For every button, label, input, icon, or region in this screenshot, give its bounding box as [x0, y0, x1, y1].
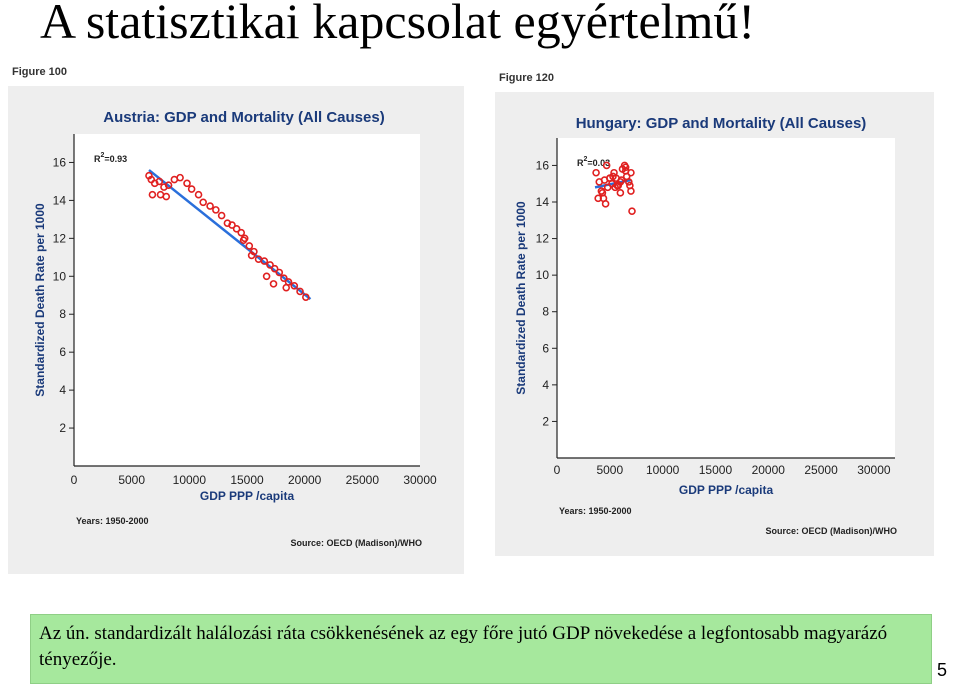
data-point — [217, 211, 226, 220]
plot-area — [557, 138, 895, 458]
data-point — [602, 161, 611, 170]
figure-label: Figure 120 — [499, 72, 555, 84]
data-point — [212, 206, 220, 214]
data-point — [592, 168, 600, 177]
y-tick-label: 4 — [542, 378, 549, 392]
data-point — [206, 202, 214, 210]
data-point — [282, 283, 291, 292]
data-point — [594, 194, 602, 203]
data-point — [239, 236, 248, 245]
austria-chart-panel: Figure 100 Austria: GDP and Mortality (A… — [8, 66, 464, 574]
y-tick-label: 8 — [59, 307, 66, 321]
x-tick-label: 30000 — [403, 473, 437, 487]
chart-title: Hungary: GDP and Mortality (All Causes) — [576, 115, 867, 132]
years-note: Years: 1950-2000 — [559, 506, 632, 516]
y-tick-label: 14 — [536, 195, 550, 209]
years-note: Years: 1950-2000 — [76, 516, 149, 526]
y-tick-label: 6 — [59, 345, 66, 359]
y-axis-label: Standardized Death Rate per 1000 — [514, 201, 528, 395]
data-point — [269, 280, 278, 288]
y-tick-label: 12 — [53, 231, 67, 245]
data-point — [245, 242, 254, 250]
data-point — [628, 207, 636, 215]
data-point — [232, 225, 241, 233]
slide-title: A statisztikai kapcsolat egyértelmű! — [40, 0, 756, 49]
page-number: 5 — [937, 660, 948, 680]
x-tick-label: 20000 — [752, 463, 786, 477]
source-note: Source: OECD (Madison)/WHO — [290, 538, 422, 548]
y-tick-label: 2 — [59, 421, 66, 435]
x-axis-label: GDP PPP /capita — [200, 489, 295, 503]
y-tick-label: 10 — [536, 268, 550, 282]
data-point — [603, 183, 612, 192]
data-point — [626, 181, 634, 190]
data-point — [625, 178, 633, 186]
x-tick-label: 15000 — [230, 473, 264, 487]
data-point — [262, 272, 271, 281]
x-tick-label: 10000 — [646, 463, 680, 477]
data-point — [621, 163, 630, 172]
data-point — [247, 251, 256, 260]
x-tick-label: 15000 — [699, 463, 733, 477]
data-point — [270, 264, 279, 273]
x-tick-label: 30000 — [857, 463, 891, 477]
slide-caption: Az ún. standardizált halálozási ráta csö… — [30, 614, 932, 684]
y-tick-label: 10 — [53, 269, 67, 283]
source-note: Source: OECD (Madison)/WHO — [765, 526, 897, 536]
data-point — [621, 167, 630, 175]
austria-chart: Austria: GDP and Mortality (All Causes) 2… — [33, 109, 437, 548]
figure-label: Figure 100 — [12, 66, 68, 78]
y-tick-label: 4 — [59, 383, 66, 397]
y-tick-label: 6 — [542, 341, 549, 355]
y-tick-label: 12 — [536, 232, 550, 246]
hungary-chart: Hungary: GDP and Mortality (All Causes) 2… — [514, 115, 897, 536]
data-point — [187, 185, 196, 193]
data-point — [601, 200, 610, 208]
x-tick-label: 5000 — [596, 463, 623, 477]
data-point — [296, 287, 304, 296]
data-point — [598, 189, 607, 197]
data-point — [266, 261, 274, 269]
data-point — [162, 192, 171, 201]
data-point — [617, 176, 626, 184]
data-point — [275, 268, 284, 277]
chart-title: Austria: GDP and Mortality (All Causes) — [103, 109, 384, 126]
trend-line — [148, 169, 312, 301]
y-tick-label: 16 — [536, 158, 550, 172]
x-tick-label: 25000 — [346, 473, 380, 487]
data-point — [616, 189, 625, 197]
data-point — [260, 257, 269, 265]
y-tick-label: 8 — [542, 305, 549, 319]
data-point — [183, 179, 191, 188]
y-axis-label: Standardized Death Rate per 1000 — [33, 203, 47, 397]
data-point — [609, 172, 617, 181]
y-tick-label: 2 — [542, 414, 549, 428]
plot-area — [74, 134, 420, 466]
x-tick-label: 10000 — [173, 473, 207, 487]
data-point — [176, 173, 184, 182]
x-axis-label: GDP PPP /capita — [679, 483, 774, 497]
data-point — [302, 293, 310, 301]
data-point — [194, 190, 203, 199]
data-point — [199, 198, 207, 207]
data-point — [155, 177, 164, 186]
x-tick-label: 20000 — [288, 473, 322, 487]
data-point — [164, 181, 173, 190]
x-tick-label: 0 — [554, 463, 561, 477]
data-point — [237, 228, 246, 237]
x-tick-label: 0 — [71, 473, 78, 487]
hungary-chart-panel: Figure 120 Hungary: GDP and Mortality (A… — [495, 72, 934, 556]
r-squared-label: R2=0.93 — [94, 152, 127, 164]
y-tick-label: 16 — [53, 155, 67, 169]
data-point — [280, 274, 288, 282]
x-tick-label: 25000 — [804, 463, 838, 477]
data-point — [148, 190, 157, 199]
data-point — [613, 181, 622, 190]
data-point — [228, 221, 236, 229]
y-tick-label: 14 — [53, 193, 67, 207]
data-point — [290, 281, 299, 290]
x-tick-label: 5000 — [118, 473, 145, 487]
